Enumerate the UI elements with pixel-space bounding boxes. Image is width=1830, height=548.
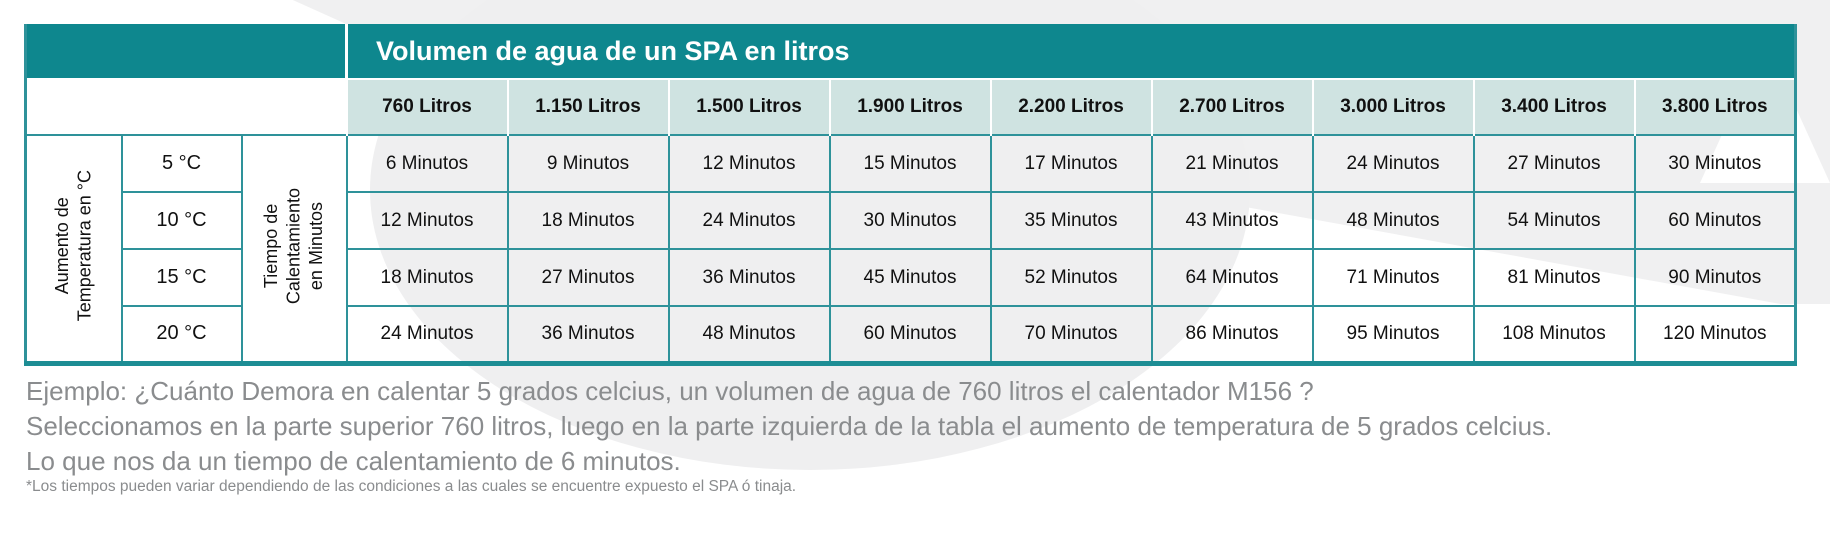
time-cell: 15 Minutos xyxy=(828,134,992,193)
column-header-row: 760 Litros 1.150 Litros 1.500 Litros 1.9… xyxy=(26,79,1797,135)
row-axis-label-text: Aumento de Temperatura en °C xyxy=(51,170,96,321)
temp-cell: 15 °C xyxy=(120,248,243,307)
time-cell: 6 Minutos xyxy=(345,134,509,193)
time-cell: 30 Minutos xyxy=(1633,134,1797,193)
time-cell: 24 Minutos xyxy=(1311,134,1475,193)
column-header: 2.200 Litros xyxy=(989,79,1153,135)
temp-cell: 20 °C xyxy=(120,305,243,364)
temp-cell: 10 °C xyxy=(120,191,243,250)
time-cell: 12 Minutos xyxy=(667,134,831,193)
time-cell: 54 Minutos xyxy=(1472,191,1636,250)
time-cell: 21 Minutos xyxy=(1150,134,1314,193)
table-main-title: Volumen de agua de un SPA en litros xyxy=(344,24,1796,80)
time-cell: 27 Minutos xyxy=(1472,134,1636,193)
column-header: 3.000 Litros xyxy=(1311,79,1475,135)
time-cell: 24 Minutos xyxy=(667,191,831,250)
time-cell: 24 Minutos xyxy=(345,305,509,364)
column-header: 1.900 Litros xyxy=(828,79,992,135)
value-axis-line: Tiempo de xyxy=(261,203,282,288)
column-header: 3.400 Litros xyxy=(1472,79,1636,135)
time-cell: 17 Minutos xyxy=(989,134,1153,193)
time-cell: 86 Minutos xyxy=(1150,305,1314,364)
title-row-blank-cell xyxy=(25,24,347,80)
table-row: 15 °C 18 Minutos 27 Minutos 36 Minutos 4… xyxy=(26,248,1797,307)
time-cell: 52 Minutos xyxy=(989,248,1153,307)
table-row: 20 °C 24 Minutos 36 Minutos 48 Minutos 6… xyxy=(26,305,1797,364)
example-line-2: Seleccionamos en la parte superior 760 l… xyxy=(26,411,1553,441)
column-header: 760 Litros xyxy=(345,79,509,135)
example-line-1: Ejemplo: ¿Cuánto Demora en calentar 5 gr… xyxy=(26,376,1314,406)
time-cell: 70 Minutos xyxy=(989,305,1153,364)
value-axis-label-text: Tiempo de Calentamiento en Minutos xyxy=(260,188,328,304)
time-cell: 36 Minutos xyxy=(667,248,831,307)
header-row-blank-cell xyxy=(26,79,347,135)
time-cell: 120 Minutos xyxy=(1633,305,1797,364)
table-title-row: Volumen de agua de un SPA en litros xyxy=(25,24,1796,80)
time-cell: 30 Minutos xyxy=(828,191,992,250)
time-cell: 108 Minutos xyxy=(1472,305,1636,364)
heating-time-table: Volumen de agua de un SPA en litros 760 … xyxy=(24,24,1798,366)
time-cell: 95 Minutos xyxy=(1311,305,1475,364)
time-cell: 45 Minutos xyxy=(828,248,992,307)
example-line-3: Lo que nos da un tiempo de calentamiento… xyxy=(26,446,681,476)
column-header: 1.150 Litros xyxy=(506,79,670,135)
time-cell: 35 Minutos xyxy=(989,191,1153,250)
row-axis-label: Aumento de Temperatura en °C xyxy=(24,134,123,364)
row-axis-line: Temperatura en °C xyxy=(74,170,95,322)
column-header: 2.700 Litros xyxy=(1150,79,1314,135)
time-cell: 81 Minutos xyxy=(1472,248,1636,307)
row-axis-line: Aumento de xyxy=(52,197,73,295)
time-cell: 27 Minutos xyxy=(506,248,670,307)
time-cell: 48 Minutos xyxy=(1311,191,1475,250)
time-cell: 36 Minutos xyxy=(506,305,670,364)
column-header: 1.500 Litros xyxy=(667,79,831,135)
time-cell: 9 Minutos xyxy=(506,134,670,193)
temp-cell: 5 °C xyxy=(120,134,243,193)
value-axis-line: Calentamiento xyxy=(283,187,304,304)
table-row: 10 °C 12 Minutos 18 Minutos 24 Minutos 3… xyxy=(26,191,1797,250)
footnote-text: *Los tiempos pueden variar dependiendo d… xyxy=(26,478,797,495)
time-cell: 43 Minutos xyxy=(1150,191,1314,250)
time-cell: 71 Minutos xyxy=(1311,248,1475,307)
time-cell: 12 Minutos xyxy=(345,191,509,250)
time-cell: 64 Minutos xyxy=(1150,248,1314,307)
column-header: 3.800 Litros xyxy=(1633,79,1797,135)
value-axis-line: en Minutos xyxy=(306,201,327,290)
time-cell: 18 Minutos xyxy=(506,191,670,250)
example-text-block: Ejemplo: ¿Cuánto Demora en calentar 5 gr… xyxy=(26,374,1552,479)
value-axis-label: Tiempo de Calentamiento en Minutos xyxy=(240,134,348,364)
table-row: Aumento de Temperatura en °C 5 °C Tiempo… xyxy=(24,134,1797,364)
time-cell: 60 Minutos xyxy=(828,305,992,364)
time-cell: 18 Minutos xyxy=(345,248,509,307)
time-cell: 60 Minutos xyxy=(1633,191,1797,250)
time-cell: 90 Minutos xyxy=(1633,248,1797,307)
time-cell: 48 Minutos xyxy=(667,305,831,364)
